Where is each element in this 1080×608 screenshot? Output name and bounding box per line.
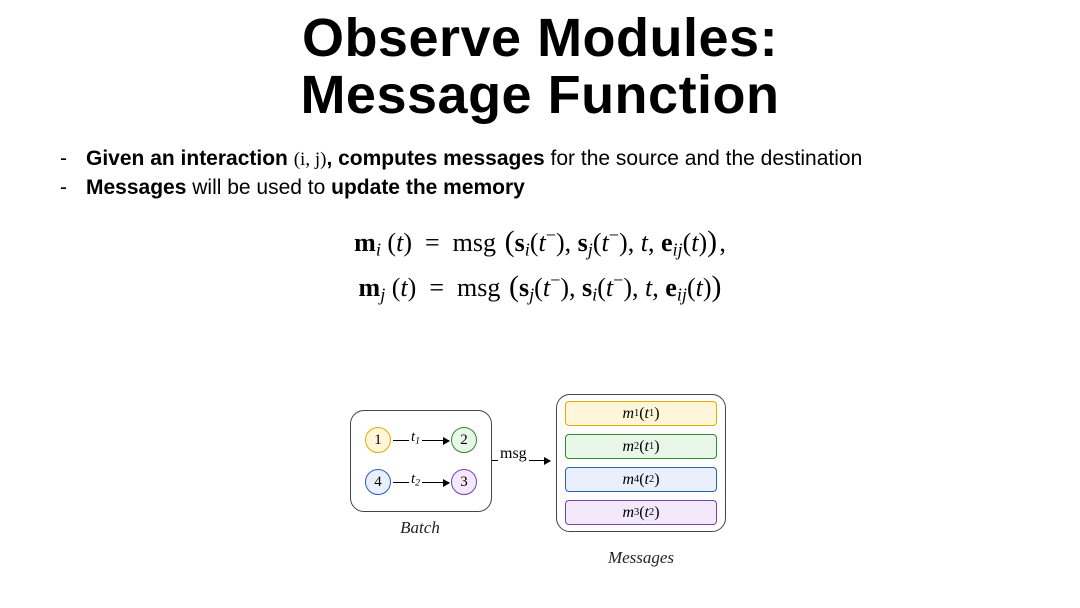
graph-node: 4 [365, 469, 391, 495]
diagram: 1 2 4 3 t1 t2 Batch msg m1(t1) m2(t1) m4(t2) m3(… [0, 390, 1080, 600]
message-item: m3(t2) [565, 500, 717, 525]
graph-node: 1 [365, 427, 391, 453]
bullet-2-post: update the memory [331, 176, 525, 199]
equations: mi (t) = msg (si(t−), sj(t−), t, eij(t))… [0, 220, 1080, 310]
bullet-1-ij: (i, j) [294, 149, 327, 170]
bullet-2: - Messages will be used to update the me… [60, 174, 1040, 202]
bullet-dash: - [60, 174, 86, 202]
bullet-2-text: Messages will be used to update the memo… [86, 174, 525, 202]
graph-node: 3 [451, 469, 477, 495]
equation-2: mj (t) = msg (sj(t−), si(t−), t, eij(t)) [0, 265, 1080, 310]
graph-node: 2 [451, 427, 477, 453]
bullet-1-mid: , computes messages [326, 147, 544, 170]
msg-arrow-label: msg [498, 445, 529, 463]
bullet-1: - Given an interaction (i, j), computes … [60, 145, 1040, 173]
bullet-1-text: Given an interaction (i, j), computes me… [86, 145, 862, 173]
equation-1: mi (t) = msg (si(t−), sj(t−), t, eij(t))… [0, 220, 1080, 265]
bullet-1-pre: Given an interaction [86, 147, 294, 170]
batch-box: 1 2 4 3 t1 t2 [350, 410, 492, 512]
bullet-dash: - [60, 145, 86, 173]
slide: Observe Modules: Message Function - Give… [0, 10, 1080, 608]
edge-label: t2 [409, 471, 422, 488]
messages-box: m1(t1) m2(t1) m4(t2) m3(t2) [556, 394, 726, 532]
edge-label: t1 [409, 429, 422, 446]
message-item: m1(t1) [565, 401, 717, 426]
slide-title: Observe Modules: Message Function [0, 10, 1080, 123]
batch-caption: Batch [350, 518, 490, 538]
bullet-1-post: for the source and the destination [545, 147, 863, 170]
title-line-1: Observe Modules: [0, 10, 1080, 67]
bullet-2-pre: Messages [86, 176, 186, 199]
bullet-list: - Given an interaction (i, j), computes … [60, 145, 1040, 202]
title-line-2: Message Function [0, 67, 1080, 124]
message-item: m2(t1) [565, 434, 717, 459]
bullet-2-mid: will be used to [186, 176, 331, 199]
messages-caption: Messages [556, 548, 726, 568]
message-item: m4(t2) [565, 467, 717, 492]
